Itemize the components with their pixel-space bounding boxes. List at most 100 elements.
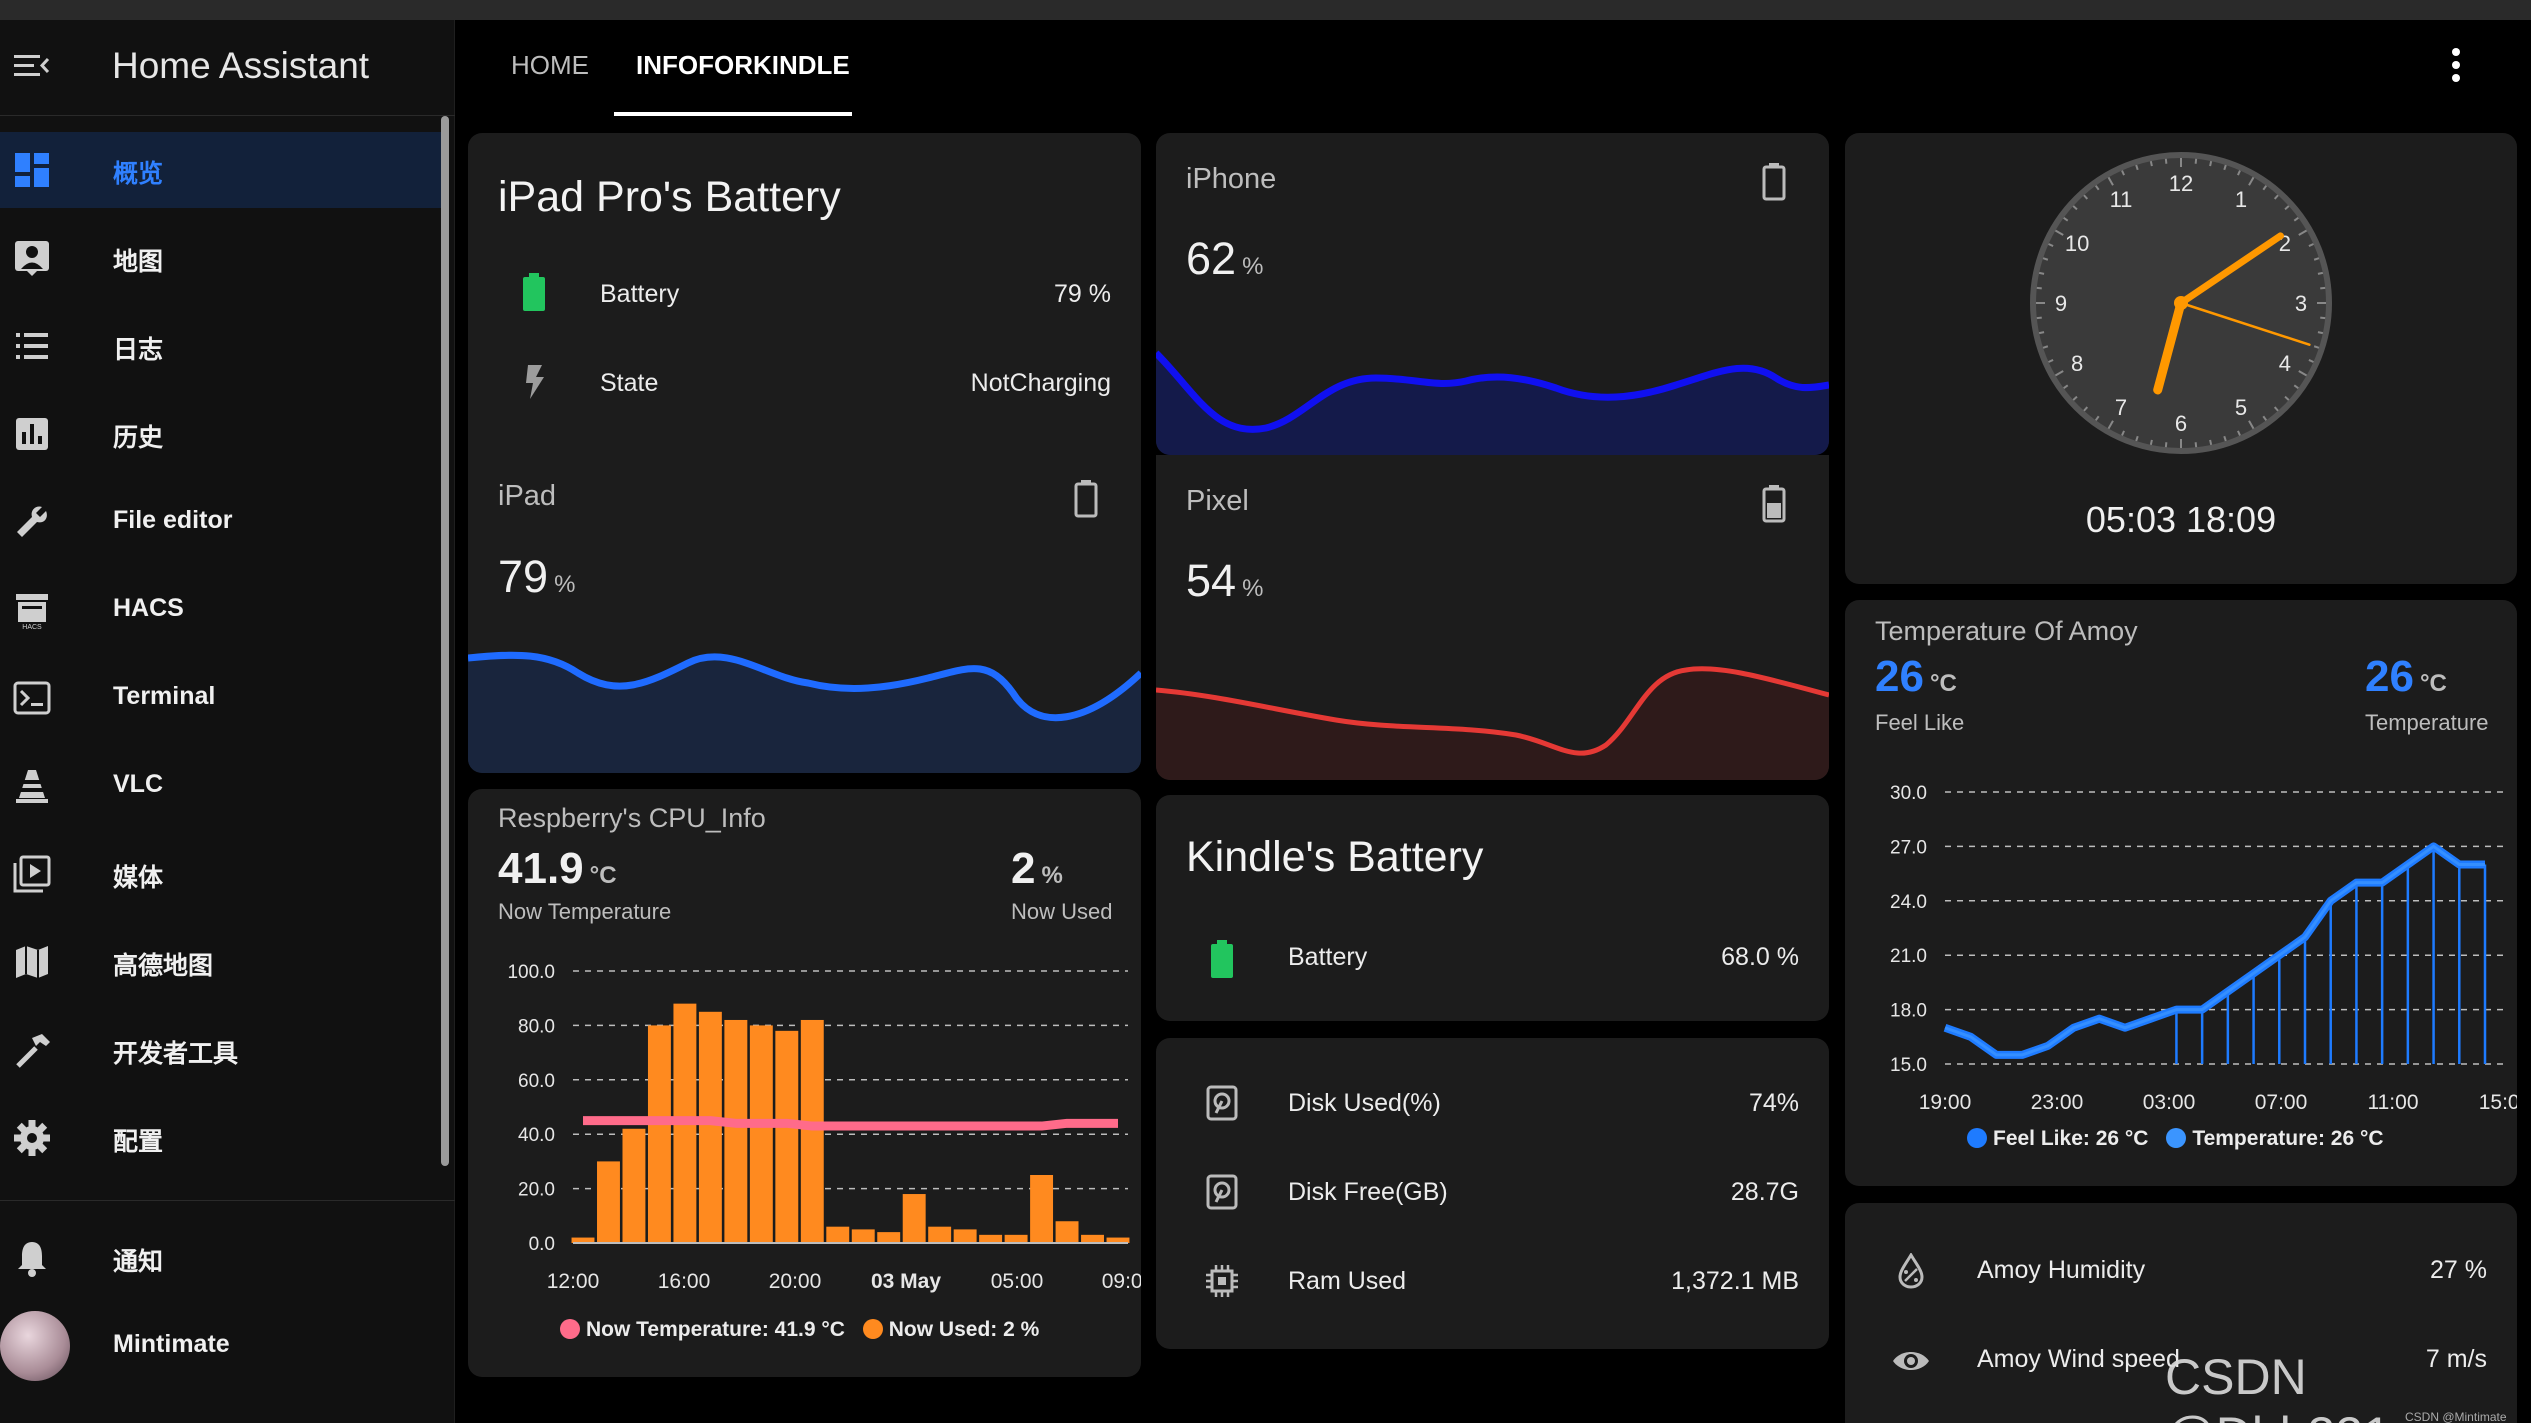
user-name: Mintimate — [113, 1330, 230, 1358]
cpu-used-bar — [877, 1232, 901, 1243]
sidebar-item-logbook[interactable]: 日志 — [0, 308, 445, 384]
ipad-value: 79% — [498, 551, 575, 603]
clock-tick — [2248, 176, 2255, 186]
x-tick-label: 11:00 — [2368, 1091, 2419, 1114]
cpu-used-bar — [851, 1229, 875, 1243]
clock-tick — [2072, 205, 2078, 211]
sidebar-item-media[interactable]: 媒体 — [0, 836, 445, 912]
sidebar-item-notifications[interactable]: 通知 — [0, 1220, 445, 1296]
battery-label: Battery — [600, 280, 680, 308]
clock-tick — [2273, 406, 2279, 412]
clock-hour-label: 5 — [2235, 395, 2247, 420]
sidebar-item-label: VLC — [113, 770, 163, 798]
clock-tick — [2248, 420, 2255, 430]
sidebar-scrollbar[interactable] — [441, 116, 449, 1166]
legend-feel-text: Feel Like: 26 °C — [1993, 1127, 2149, 1150]
tab-infoforkindle[interactable]: INFOFORKINDLE — [636, 50, 850, 80]
y-tick-label: 18.0 — [1890, 1001, 1927, 1022]
sidebar-item-overview[interactable]: 概览 — [0, 132, 445, 208]
clock-tick — [2042, 257, 2049, 261]
y-tick-label: 60.0 — [518, 1071, 555, 1092]
clock-tick — [2293, 384, 2299, 390]
iphone-value: 62% — [1186, 233, 1263, 285]
y-tick-label: 15.0 — [1890, 1055, 1927, 1076]
clock-tick — [2237, 430, 2241, 436]
iphone-sparkline — [1156, 350, 1829, 455]
sidebar-item-amap[interactable]: 高德地图 — [0, 924, 445, 1000]
clock-tick — [2038, 331, 2045, 335]
wrench-icon — [17, 506, 47, 537]
svg-text:HACS: HACS — [22, 624, 42, 630]
y-tick-label: 24.0 — [1890, 892, 1927, 913]
y-tick-label: 30.0 — [1890, 783, 1927, 804]
menu-open-icon[interactable] — [12, 46, 52, 86]
cpu-used-bar — [928, 1226, 952, 1243]
sidebar-item-label: 历史 — [113, 424, 164, 452]
clock-tick — [2284, 205, 2290, 211]
tab-home[interactable]: HOME — [511, 50, 589, 80]
cpu-used-unit: % — [1041, 862, 1063, 889]
sidebar-item-map[interactable]: 地图 — [0, 220, 445, 296]
cpu-used-bar — [800, 1019, 824, 1243]
sidebar-item-file-editor[interactable]: File editor — [0, 484, 445, 560]
disk-free-value: 28.7G — [1730, 1178, 1799, 1206]
amoy-feel-line — [1943, 842, 2485, 1059]
sidebar-item-label: 开发者工具 — [113, 1040, 239, 1068]
battery-outline-icon — [1074, 480, 1098, 518]
pixel-sparkline — [1156, 666, 1829, 780]
clock-hour-label: 7 — [2115, 395, 2127, 420]
clock-tick — [2293, 216, 2299, 222]
cpu-temp-number: 41.9 — [498, 844, 584, 893]
clock-tick — [2298, 370, 2308, 377]
x-tick-label: 12:00 — [547, 1270, 600, 1293]
clock-hour-label: 4 — [2279, 351, 2291, 376]
ipad-name: iPad — [498, 480, 557, 512]
sidebar-item-label: 媒体 — [113, 864, 164, 892]
cpu-used-bar — [826, 1226, 850, 1243]
legend-swatch-temp — [2166, 1128, 2187, 1148]
harddisk-icon — [1206, 1085, 1238, 1121]
ram-used-value: 1,372.1 MB — [1671, 1267, 1799, 1295]
sidebar-item-user[interactable]: Mintimate — [0, 1308, 445, 1384]
avatar — [0, 1311, 70, 1381]
clock-tick — [2262, 415, 2268, 421]
cpu-temp-value: 41.9 °C — [498, 844, 617, 894]
y-tick-label: 20.0 — [518, 1180, 555, 1201]
ipad-number: 79 — [498, 551, 549, 602]
clock-tick — [2042, 345, 2049, 349]
clock-tick — [2317, 271, 2324, 275]
cpu-used-bar — [597, 1161, 620, 1243]
battery-full-icon — [1211, 940, 1233, 978]
card-title: Kindle's Battery — [1186, 833, 1484, 881]
sidebar-item-hacs[interactable]: HACS HACS — [0, 572, 445, 648]
card-title: Respberry's CPU_Info — [498, 803, 766, 833]
cpu-used-number: 2 — [1011, 844, 1036, 893]
amoy-legend: Feel Like: 26 °C Temperature: 26 °C — [1967, 1127, 2384, 1151]
sidebar-item-vlc[interactable]: VLC — [0, 748, 445, 824]
clock-tick — [2209, 439, 2213, 446]
logbook-list-icon — [16, 333, 48, 359]
sidebar-item-config[interactable]: 配置 — [0, 1100, 445, 1176]
clock-tick — [2262, 185, 2268, 191]
clock-tick — [2135, 435, 2139, 442]
sidebar-item-label: Terminal — [113, 682, 216, 710]
sidebar-item-developer-tools[interactable]: 开发者工具 — [0, 1012, 445, 1088]
kindle-battery-value: 68.0 % — [1721, 943, 1799, 971]
sidebar: Home Assistant 概览 地图 日志 历史 — [0, 20, 455, 1423]
sidebar-item-label: 配置 — [113, 1128, 164, 1156]
pixel-value: 54% — [1186, 555, 1263, 607]
clock-tick — [2036, 286, 2042, 290]
sidebar-item-history[interactable]: 历史 — [0, 396, 445, 472]
clock-tick — [2083, 194, 2089, 200]
vlc-cone-icon — [16, 770, 48, 803]
clock-tick — [2164, 442, 2168, 448]
clock-tick — [2083, 406, 2089, 412]
iphone-card: iPhone 62% — [1156, 133, 1829, 455]
cpu-used-bar — [1004, 1234, 1028, 1243]
sidebar-item-terminal[interactable]: Terminal — [0, 660, 445, 736]
clock-tick — [2298, 229, 2308, 236]
more-vertical-icon[interactable] — [2450, 46, 2462, 84]
battery-outline-icon — [1762, 163, 1786, 201]
active-tab-indicator — [614, 112, 852, 116]
